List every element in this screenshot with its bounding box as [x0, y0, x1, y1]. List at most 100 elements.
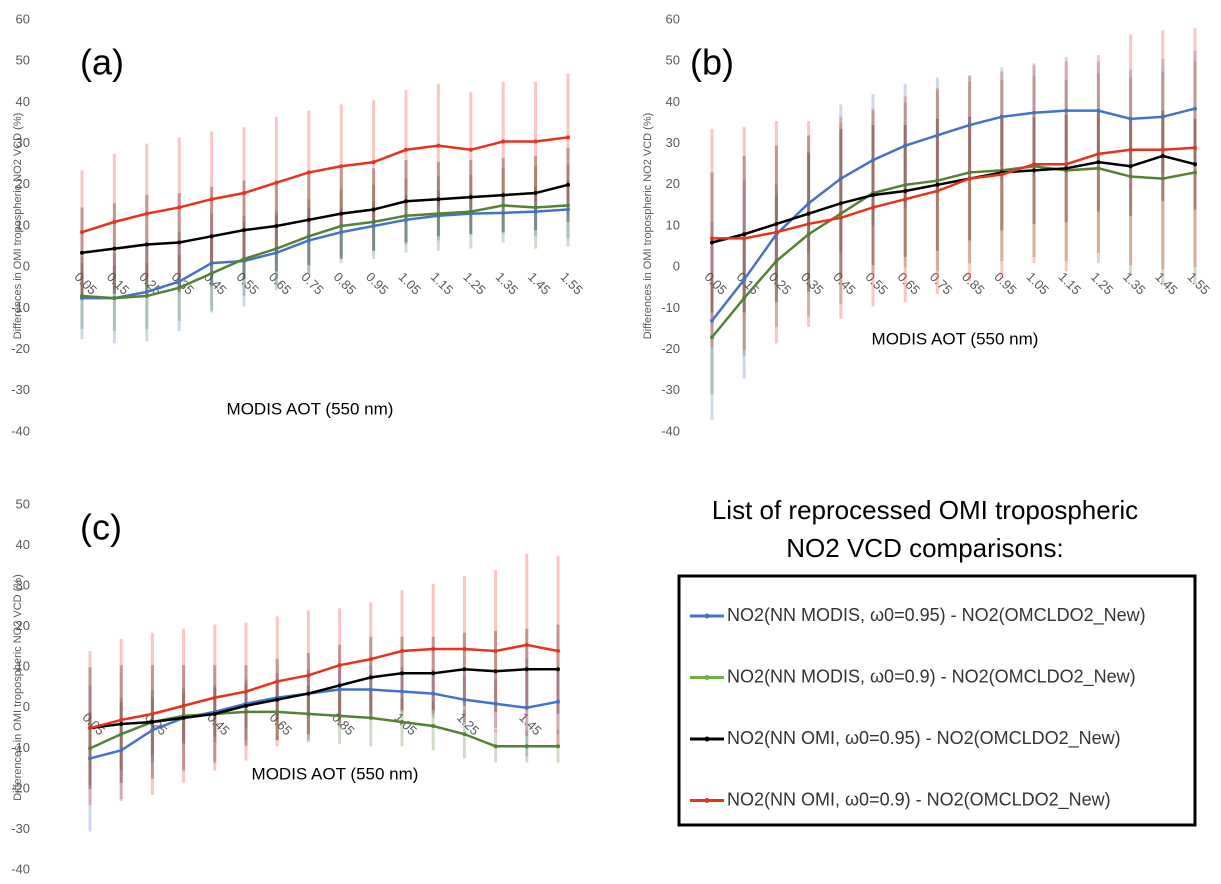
- point: [566, 203, 570, 208]
- point: [274, 224, 279, 228]
- point: [1096, 151, 1101, 156]
- y-tick-label: 0: [23, 699, 30, 714]
- point: [903, 182, 908, 187]
- point: [275, 709, 280, 714]
- y-tick-label: -10: [661, 300, 680, 315]
- point: [339, 164, 344, 169]
- point: [806, 232, 811, 237]
- y-tick-label: -20: [11, 341, 30, 356]
- point: [244, 709, 248, 714]
- point: [209, 271, 214, 276]
- point: [774, 230, 779, 235]
- x-tick-label: 1.45: [525, 269, 554, 298]
- point: [967, 176, 972, 181]
- point: [566, 135, 570, 140]
- point: [144, 211, 149, 216]
- x-tick-label: 1.15: [1056, 269, 1085, 298]
- y-tick-label: -40: [11, 861, 30, 876]
- point: [306, 711, 311, 716]
- point: [462, 646, 467, 651]
- point: [274, 246, 279, 251]
- point: [838, 176, 843, 181]
- y-tick-label: 10: [16, 659, 30, 674]
- point: [533, 139, 538, 144]
- legend-entry: NO2(NN OMI, ω0=0.95) - NO2(OMCLDO2_New): [727, 728, 1121, 749]
- series-line: [712, 146, 1196, 240]
- point: [337, 683, 342, 688]
- legend-marker: [704, 736, 710, 742]
- y-tick-label: 20: [16, 176, 30, 191]
- x-tick-label: 0.55: [862, 269, 891, 298]
- point: [112, 219, 117, 224]
- y-tick-label: 50: [666, 53, 680, 68]
- point: [903, 197, 908, 202]
- point: [274, 250, 279, 255]
- point: [177, 240, 182, 245]
- point: [967, 170, 972, 175]
- point: [501, 193, 506, 198]
- point: [710, 236, 714, 241]
- point: [533, 205, 538, 210]
- point: [337, 713, 342, 718]
- point: [275, 697, 280, 702]
- point: [119, 717, 124, 722]
- point: [1160, 147, 1165, 152]
- x-tick-label: 1.05: [395, 269, 424, 298]
- y-tick-label: -40: [661, 423, 680, 438]
- y-tick-label: -20: [661, 341, 680, 356]
- legend-title: List of reprocessed OMI tropospheric: [712, 495, 1138, 525]
- x-tick-label: 1.25: [454, 710, 483, 739]
- x-tick-label: 0.95: [991, 269, 1020, 298]
- y-tick-label: -10: [11, 740, 30, 755]
- point: [144, 294, 149, 299]
- x-tick-label: 0.65: [267, 710, 296, 739]
- point: [181, 703, 186, 708]
- series-line: [89, 667, 558, 730]
- point: [493, 649, 498, 653]
- x-tick-label: 0.65: [895, 269, 924, 298]
- y-tick-label: 40: [666, 94, 680, 109]
- point: [400, 671, 404, 676]
- point: [1064, 108, 1069, 113]
- x-tick-label: 0.85: [329, 710, 358, 739]
- point: [710, 335, 714, 340]
- x-tick-label: 1.05: [1023, 269, 1052, 298]
- point: [524, 705, 529, 710]
- x-tick-label: 0.45: [201, 269, 230, 298]
- point: [80, 250, 84, 255]
- y-tick-label: -30: [661, 382, 680, 397]
- point: [742, 277, 747, 282]
- point: [431, 724, 436, 729]
- point: [431, 671, 436, 676]
- point: [371, 207, 376, 212]
- x-tick-label: 1.35: [493, 269, 522, 298]
- point: [742, 232, 747, 237]
- y-tick-label: -10: [11, 300, 30, 315]
- series-line: [81, 204, 569, 300]
- series-line: [89, 688, 559, 760]
- point: [371, 224, 376, 228]
- x-tick-label: 1.25: [460, 269, 489, 298]
- point: [337, 687, 342, 692]
- point: [1128, 164, 1133, 169]
- point: [742, 296, 747, 301]
- point: [1193, 145, 1197, 150]
- x-axis-label: MODIS AOT (550 nm): [252, 764, 419, 783]
- point: [501, 210, 506, 215]
- point: [1128, 174, 1133, 179]
- series-line: [82, 208, 569, 300]
- point: [710, 240, 714, 245]
- point: [337, 663, 342, 668]
- x-tick-label: 0.25: [766, 269, 795, 298]
- point: [306, 170, 311, 175]
- y-tick-label: 60: [16, 11, 30, 26]
- point: [404, 217, 408, 222]
- legend-marker: [704, 675, 710, 680]
- point: [371, 219, 376, 224]
- x-tick-label: 1.45: [1152, 269, 1181, 298]
- point: [80, 294, 84, 299]
- point: [524, 642, 529, 647]
- point: [566, 182, 570, 187]
- point: [404, 199, 408, 204]
